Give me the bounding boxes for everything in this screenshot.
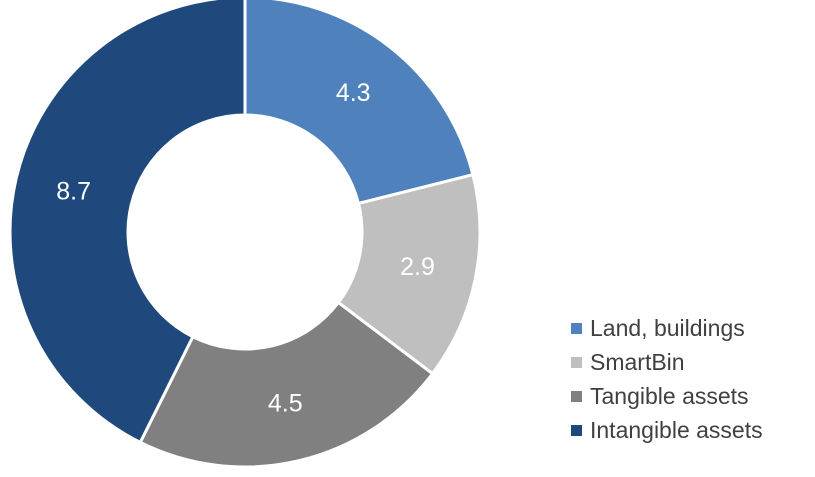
data-label-intangible-assets: 8.7 [56, 178, 91, 206]
data-label-tangible-assets: 4.5 [268, 389, 303, 417]
slice-tangible-assets [138, 300, 435, 469]
legend-label: Intangible assets [590, 416, 763, 443]
legend-swatch [571, 390, 582, 402]
legend-swatch [571, 322, 582, 334]
legend-item-tangible-assets: Tangible assets [571, 379, 763, 413]
slice-land-buildings [243, 0, 475, 206]
legend-item-intangible-assets: Intangible assets [571, 413, 763, 447]
legend-label: SmartBin [590, 348, 685, 375]
legend-label: Land, buildings [590, 314, 745, 341]
legend-item-smartbin: SmartBin [571, 345, 763, 379]
data-label-smartbin: 2.9 [400, 253, 435, 281]
slice-intangible-assets [8, 0, 247, 445]
slice-smartbin [336, 172, 482, 376]
data-label-land-buildings: 4.3 [336, 79, 371, 107]
legend-swatch [571, 424, 582, 436]
legend-label: Tangible assets [590, 382, 749, 409]
legend-swatch [571, 356, 582, 368]
legend-item-land-buildings: Land, buildings [571, 311, 763, 345]
legend: Land, buildings SmartBin Tangible assets… [571, 311, 763, 447]
